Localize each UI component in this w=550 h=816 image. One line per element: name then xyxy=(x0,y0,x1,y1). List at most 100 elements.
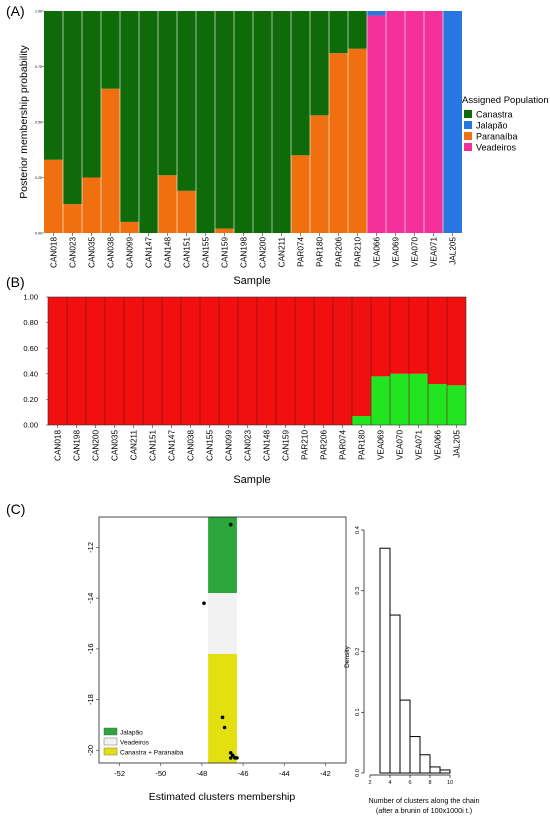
x-tick-label: CAN155 xyxy=(202,237,211,268)
x-tick-label: -42 xyxy=(320,769,331,778)
x-tick-label: CAN018 xyxy=(54,430,63,461)
y-tick-label: 1.00 xyxy=(23,293,38,302)
bar-segment xyxy=(272,11,291,233)
legend-swatch xyxy=(103,737,118,746)
legend-label: Jalapão xyxy=(120,730,143,737)
histogram-axes: 2 4 6 8 10 0.0 0.1 0.2 0.3 0.4 xyxy=(355,526,453,786)
y-tick-label: 0.40 xyxy=(23,369,38,378)
histogram-x-axis-note: (after a brunin of 100x1000i t.) xyxy=(376,806,472,815)
x-tick-label: CAN148 xyxy=(164,237,173,268)
panel-b-frame xyxy=(47,296,467,426)
x-tick-label: VEA069 xyxy=(377,430,386,460)
panel-c-x-ticks: -52 -50 -48 -46 -44 -42 xyxy=(114,763,331,778)
bar-segment xyxy=(253,11,272,233)
x-tick-label: CAN198 xyxy=(73,430,82,461)
x-tick-label: CAN035 xyxy=(111,430,120,461)
bar-segment xyxy=(310,11,329,116)
sample-point xyxy=(228,751,233,755)
legend-label: Canastra xyxy=(476,110,513,120)
histogram-bar xyxy=(419,754,431,774)
bar-segment xyxy=(314,297,333,425)
bar-segment xyxy=(371,376,390,425)
x-tick-label: 10 xyxy=(447,780,453,786)
x-tick-label: CAN035 xyxy=(88,237,97,268)
x-tick-label: 8 xyxy=(428,780,431,786)
x-tick-label: VEA070 xyxy=(411,237,420,267)
panel-c-x-axis-label: Estimated clusters membership xyxy=(149,791,296,803)
panel-c-y-ticks: -12 -14 -16 -18 -20 xyxy=(86,542,99,756)
legend-label: Veadeiros xyxy=(476,143,517,153)
bar-segment xyxy=(348,48,367,233)
bar-segment xyxy=(139,11,158,233)
bar-segment xyxy=(291,11,310,156)
bar-segment xyxy=(86,297,105,425)
bar-segment xyxy=(367,11,386,16)
x-tick-label: VEA070 xyxy=(396,430,405,460)
sample-point xyxy=(220,715,225,720)
panel-c: (C) -52 -50 -48 -46 -44 -42 -12 -14 -16 -18 -20 J… xyxy=(6,501,347,803)
x-tick-label: PAR206 xyxy=(320,430,329,460)
bar-segment xyxy=(158,175,177,233)
x-tick-label: -44 xyxy=(279,769,290,778)
legend-swatch xyxy=(103,727,118,736)
legend-label: Canastra + Paranaiba xyxy=(120,750,184,757)
panel-c-map-regions xyxy=(208,517,237,763)
y-tick-label: 0.0 xyxy=(355,769,361,777)
bar-segment xyxy=(219,297,238,425)
bar-segment xyxy=(390,297,409,374)
legend-label: Paranaíba xyxy=(476,132,518,142)
x-tick-label: CAN147 xyxy=(168,430,177,461)
x-tick-label: CAN099 xyxy=(225,430,234,461)
panel-a-x-axis-label: Sample xyxy=(233,275,270,287)
x-tick-label: PAR206 xyxy=(335,237,344,267)
x-tick-label: CAN200 xyxy=(92,430,101,461)
histogram-bar xyxy=(439,769,451,774)
bar-segment xyxy=(162,297,181,425)
legend-label: Jalapão xyxy=(476,121,508,131)
bar-segment xyxy=(63,204,82,233)
x-tick-label: 6 xyxy=(408,780,411,786)
y-tick-label: 0.4 xyxy=(355,526,361,534)
y-tick-label: -12 xyxy=(86,542,95,553)
bar-segment xyxy=(82,177,101,233)
x-tick-label: 2 xyxy=(368,780,371,786)
y-tick-label: 0.2 xyxy=(355,648,361,656)
bar-segment xyxy=(447,297,466,386)
x-tick-label: CAN151 xyxy=(183,237,192,268)
x-tick-label: CAN211 xyxy=(130,430,139,461)
histogram-bar xyxy=(399,699,411,774)
sample-point xyxy=(222,725,227,730)
bar-segment xyxy=(44,11,63,160)
x-tick-label: -46 xyxy=(238,769,249,778)
bar-segment xyxy=(329,11,348,54)
y-tick-label: 0.00 xyxy=(35,231,42,235)
x-tick-label: CAN038 xyxy=(187,430,196,461)
x-tick-label: JAL205 xyxy=(449,237,458,265)
panel-c-label: (C) xyxy=(6,501,25,517)
panel-a-bars xyxy=(44,11,462,234)
x-tick-label: PAR210 xyxy=(354,237,363,267)
legend-swatch xyxy=(464,143,472,151)
bar-segment xyxy=(348,11,367,49)
panel-a: (A) Posterior membership probability 0.0… xyxy=(6,3,549,287)
legend-swatch xyxy=(103,747,118,756)
x-tick-label: CAN155 xyxy=(206,430,215,461)
bar-segment xyxy=(44,159,63,233)
x-tick-label: CAN148 xyxy=(263,430,272,461)
histogram-bar xyxy=(409,736,421,774)
panel-a-y-axis-label: Posterior membership probability xyxy=(18,45,30,199)
x-tick-label: VEA066 xyxy=(373,237,382,267)
x-tick-label: CAN018 xyxy=(50,237,59,268)
histogram-bar xyxy=(379,547,391,774)
panel-b-bars xyxy=(47,296,467,426)
panel-b: (B) 0.00 0.20 0.40 0.60 0.80 1.00 CAN018 CAN19… xyxy=(6,274,467,486)
bar-segment xyxy=(196,11,215,233)
bar-segment xyxy=(371,297,390,377)
y-tick-label: 0.80 xyxy=(23,318,38,327)
x-tick-label: -52 xyxy=(114,769,125,778)
legend-swatch xyxy=(464,110,472,118)
bar-segment xyxy=(177,11,196,191)
panel-a-x-ticks: CAN018 CAN023 CAN035 CAN038 CAN099 CAN147 CAN1… xyxy=(50,233,458,268)
histogram-panel: Density 2 4 6 8 10 0.0 0.1 0.2 0.3 0.4 Number of … xyxy=(344,526,480,815)
